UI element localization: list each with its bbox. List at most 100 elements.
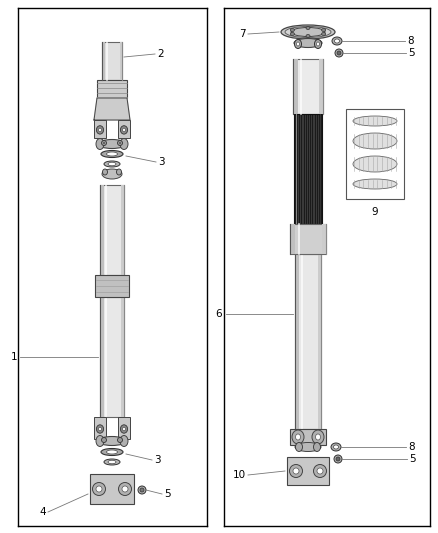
- Ellipse shape: [123, 128, 126, 132]
- Ellipse shape: [96, 435, 104, 447]
- Ellipse shape: [353, 179, 397, 189]
- Text: 8: 8: [408, 442, 415, 452]
- Bar: [95, 275, 129, 297]
- Text: 3: 3: [158, 157, 165, 167]
- Ellipse shape: [332, 37, 342, 45]
- Ellipse shape: [119, 142, 121, 144]
- Ellipse shape: [117, 169, 121, 175]
- Ellipse shape: [120, 126, 127, 134]
- Ellipse shape: [293, 468, 299, 474]
- Ellipse shape: [99, 128, 102, 132]
- Ellipse shape: [336, 457, 340, 461]
- Text: 1: 1: [11, 352, 17, 362]
- Bar: [102, 42, 122, 80]
- Ellipse shape: [306, 27, 310, 29]
- Bar: [118, 417, 130, 439]
- Ellipse shape: [306, 35, 310, 37]
- Ellipse shape: [353, 116, 397, 126]
- Bar: [120, 42, 122, 80]
- Bar: [94, 417, 106, 439]
- Ellipse shape: [106, 450, 117, 454]
- Ellipse shape: [123, 427, 126, 431]
- Bar: [97, 80, 127, 98]
- Text: 5: 5: [408, 48, 415, 58]
- Bar: [290, 224, 326, 254]
- Ellipse shape: [101, 150, 123, 157]
- Ellipse shape: [317, 42, 319, 46]
- Bar: [295, 254, 299, 429]
- Ellipse shape: [290, 33, 294, 36]
- Ellipse shape: [333, 445, 339, 449]
- Text: 4: 4: [39, 507, 46, 517]
- Ellipse shape: [117, 438, 123, 442]
- Bar: [287, 457, 329, 485]
- Text: 2: 2: [157, 49, 164, 59]
- Ellipse shape: [314, 464, 326, 478]
- Ellipse shape: [98, 140, 126, 149]
- Ellipse shape: [297, 42, 300, 46]
- Text: 7: 7: [240, 29, 246, 39]
- Ellipse shape: [122, 486, 128, 492]
- Ellipse shape: [96, 486, 102, 492]
- Bar: [94, 120, 106, 138]
- Ellipse shape: [315, 434, 321, 440]
- Ellipse shape: [140, 488, 144, 492]
- Ellipse shape: [294, 39, 301, 49]
- Ellipse shape: [296, 434, 300, 440]
- Text: 5: 5: [164, 489, 171, 499]
- Ellipse shape: [291, 28, 325, 36]
- Ellipse shape: [321, 33, 325, 36]
- Ellipse shape: [103, 142, 105, 144]
- Bar: [346, 109, 404, 199]
- Ellipse shape: [285, 27, 331, 37]
- Ellipse shape: [321, 28, 325, 31]
- Ellipse shape: [335, 39, 339, 43]
- Polygon shape: [94, 98, 130, 120]
- Ellipse shape: [106, 152, 117, 156]
- Text: 9: 9: [372, 207, 378, 217]
- Ellipse shape: [96, 126, 104, 134]
- Ellipse shape: [119, 482, 131, 496]
- Bar: [121, 185, 124, 275]
- Ellipse shape: [120, 435, 128, 447]
- Ellipse shape: [108, 461, 116, 464]
- Ellipse shape: [290, 464, 303, 478]
- Bar: [321, 224, 326, 254]
- Ellipse shape: [104, 161, 120, 167]
- Ellipse shape: [292, 430, 304, 444]
- Ellipse shape: [335, 49, 343, 57]
- Ellipse shape: [101, 448, 123, 456]
- Ellipse shape: [314, 442, 321, 451]
- Ellipse shape: [104, 459, 120, 465]
- Bar: [100, 185, 124, 275]
- Bar: [90, 474, 134, 504]
- Ellipse shape: [295, 442, 321, 451]
- Ellipse shape: [290, 28, 294, 31]
- Ellipse shape: [138, 486, 146, 494]
- Ellipse shape: [312, 430, 324, 444]
- Ellipse shape: [117, 141, 123, 146]
- Ellipse shape: [353, 133, 397, 149]
- Ellipse shape: [334, 455, 342, 463]
- Ellipse shape: [296, 442, 303, 451]
- Ellipse shape: [120, 425, 127, 433]
- Ellipse shape: [102, 141, 106, 146]
- Ellipse shape: [96, 139, 104, 149]
- Ellipse shape: [102, 438, 106, 442]
- Bar: [290, 224, 295, 254]
- Ellipse shape: [314, 39, 321, 49]
- Bar: [293, 59, 297, 114]
- Bar: [102, 42, 105, 80]
- Ellipse shape: [108, 162, 116, 166]
- Text: 5: 5: [409, 454, 416, 464]
- Ellipse shape: [99, 427, 102, 431]
- Bar: [100, 185, 104, 275]
- Ellipse shape: [317, 468, 323, 474]
- Bar: [319, 59, 323, 114]
- Bar: [294, 114, 322, 224]
- Text: 6: 6: [215, 309, 222, 319]
- Text: 8: 8: [407, 36, 413, 46]
- Ellipse shape: [96, 425, 104, 433]
- Bar: [295, 254, 321, 429]
- Ellipse shape: [353, 156, 397, 172]
